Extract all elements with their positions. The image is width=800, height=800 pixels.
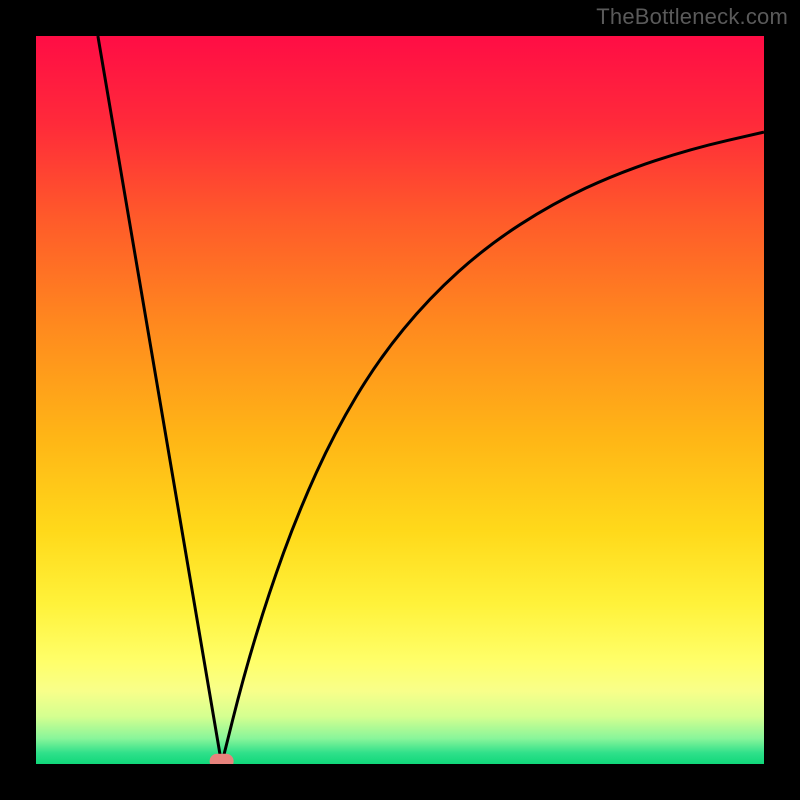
minimum-marker xyxy=(209,754,234,764)
plot-area xyxy=(36,36,764,764)
bottleneck-curve xyxy=(36,36,764,764)
curve-path xyxy=(98,36,764,764)
watermark-text: TheBottleneck.com xyxy=(596,4,788,30)
